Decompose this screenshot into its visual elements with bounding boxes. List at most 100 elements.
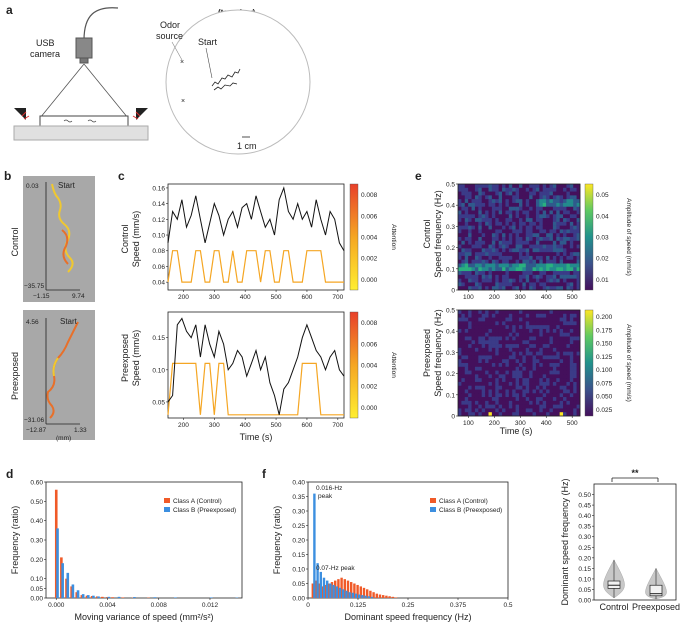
e-control-cell (566, 187, 571, 192)
e-pre-cell (502, 385, 506, 390)
e-control-cell (474, 252, 479, 257)
e-control-cell (512, 237, 516, 242)
c-pre-xtick-label: 400 (240, 422, 251, 429)
e-pre-cell (488, 381, 493, 387)
arena-circle (165, 9, 311, 155)
e-pre-cell (532, 404, 537, 409)
e-control-cell (552, 263, 557, 268)
e-pre-cell (505, 363, 510, 368)
e-pre-cell (569, 321, 574, 326)
e-pre-cell (471, 317, 476, 322)
e-control-cell (505, 274, 510, 279)
e-control-cell (559, 240, 564, 245)
e-control-cell (458, 225, 462, 230)
e-control-cell (485, 271, 489, 276)
e-control-cell (525, 237, 530, 242)
e-pre-cell (552, 325, 557, 330)
e-pre-cell (576, 400, 581, 405)
e-pre-cell (505, 332, 510, 337)
e-pre-cell (566, 400, 571, 405)
e-control-cell (495, 274, 499, 279)
e-pre-cell (556, 378, 560, 383)
e-control-cell (529, 248, 533, 253)
b-pre-tick-bottom: −31.06 (24, 417, 44, 424)
e-pre-cell (546, 325, 550, 330)
e-control-cell (491, 195, 496, 200)
e-control-cell (505, 233, 510, 238)
e-control-cell (474, 184, 479, 189)
e-control-cell (559, 282, 564, 287)
e-pre-cell (529, 347, 533, 352)
e-control-cell (556, 187, 560, 192)
e-control-cell (525, 199, 530, 204)
e-control-cell (515, 271, 520, 276)
e-control-cell (488, 259, 493, 264)
e-control-cell (491, 259, 496, 264)
e-pre-cell (485, 378, 489, 383)
e-control-ytick-label: 0.1 (446, 266, 455, 273)
c-row2-label: Preexposed (120, 334, 130, 382)
e-pre-cell (485, 313, 489, 318)
e-control-cell (556, 229, 560, 234)
e-control-cell (474, 240, 479, 245)
e-control-cell (512, 244, 516, 249)
e-pre-cell (532, 317, 537, 322)
e-pre-cell (498, 389, 503, 394)
e-control-cell (563, 271, 567, 276)
e-control-cell (468, 244, 472, 249)
e-pre-cell (464, 381, 469, 387)
e-control-cell (474, 278, 479, 283)
e-control-cell (512, 229, 516, 234)
e-pre-cell (532, 397, 537, 402)
e-pre-cell (478, 400, 483, 405)
e-pre-cell (512, 355, 516, 360)
e-control-cell (488, 195, 493, 200)
e-pre-cell (468, 340, 472, 345)
e-control-cell (539, 225, 544, 230)
e-control-cell (522, 199, 527, 204)
e-pre-cell (481, 366, 486, 371)
e-pre-cell (471, 385, 476, 390)
e-pre-cell (556, 321, 560, 326)
e-control-cell (556, 237, 560, 242)
e-control-cell (556, 278, 560, 283)
e-control-cell (522, 252, 527, 257)
e-control-cell (525, 225, 530, 230)
e-pre-cell (491, 412, 496, 417)
e-control-cell (495, 244, 499, 249)
e-control-cell (573, 199, 577, 204)
e-control-cell (546, 255, 550, 261)
e-pre-cell (505, 374, 510, 379)
e-pre-cell (529, 328, 533, 334)
e-control-cell (488, 218, 493, 223)
e-control-cell (573, 263, 577, 268)
e-pre-cell (464, 404, 469, 409)
e-control-cell (468, 267, 472, 272)
e-pre-cell (464, 313, 469, 318)
b-control-tick-top: 0.03 (26, 183, 39, 190)
e-control-cell (478, 244, 483, 249)
e-pre-cell (505, 355, 510, 360)
e-pre-cell (566, 344, 571, 349)
e-control-cell (471, 286, 476, 291)
e-control-cell (491, 263, 496, 268)
c-pre-xtick-label: 200 (178, 422, 189, 429)
e-control-cell (468, 195, 472, 200)
e-control-cell (471, 199, 476, 204)
b-pre-trajectory-cool (52, 357, 59, 377)
e-control-cell (471, 191, 476, 196)
e-pre-cell (522, 381, 527, 387)
e-pre-cell (464, 393, 469, 398)
e-pre-cell (525, 404, 530, 409)
e-pre-cell (549, 397, 554, 402)
e-pre-cell (485, 351, 489, 356)
e-control-cell (559, 210, 564, 215)
e-control-cell (502, 229, 506, 234)
f-ytick-label: 0.25 (292, 523, 305, 530)
e-pre-cell (535, 351, 540, 356)
e-pre-cell (471, 404, 476, 409)
d-bar-classB (86, 595, 90, 598)
e-pre-cell (495, 336, 499, 341)
e-pre-cell (535, 400, 540, 405)
